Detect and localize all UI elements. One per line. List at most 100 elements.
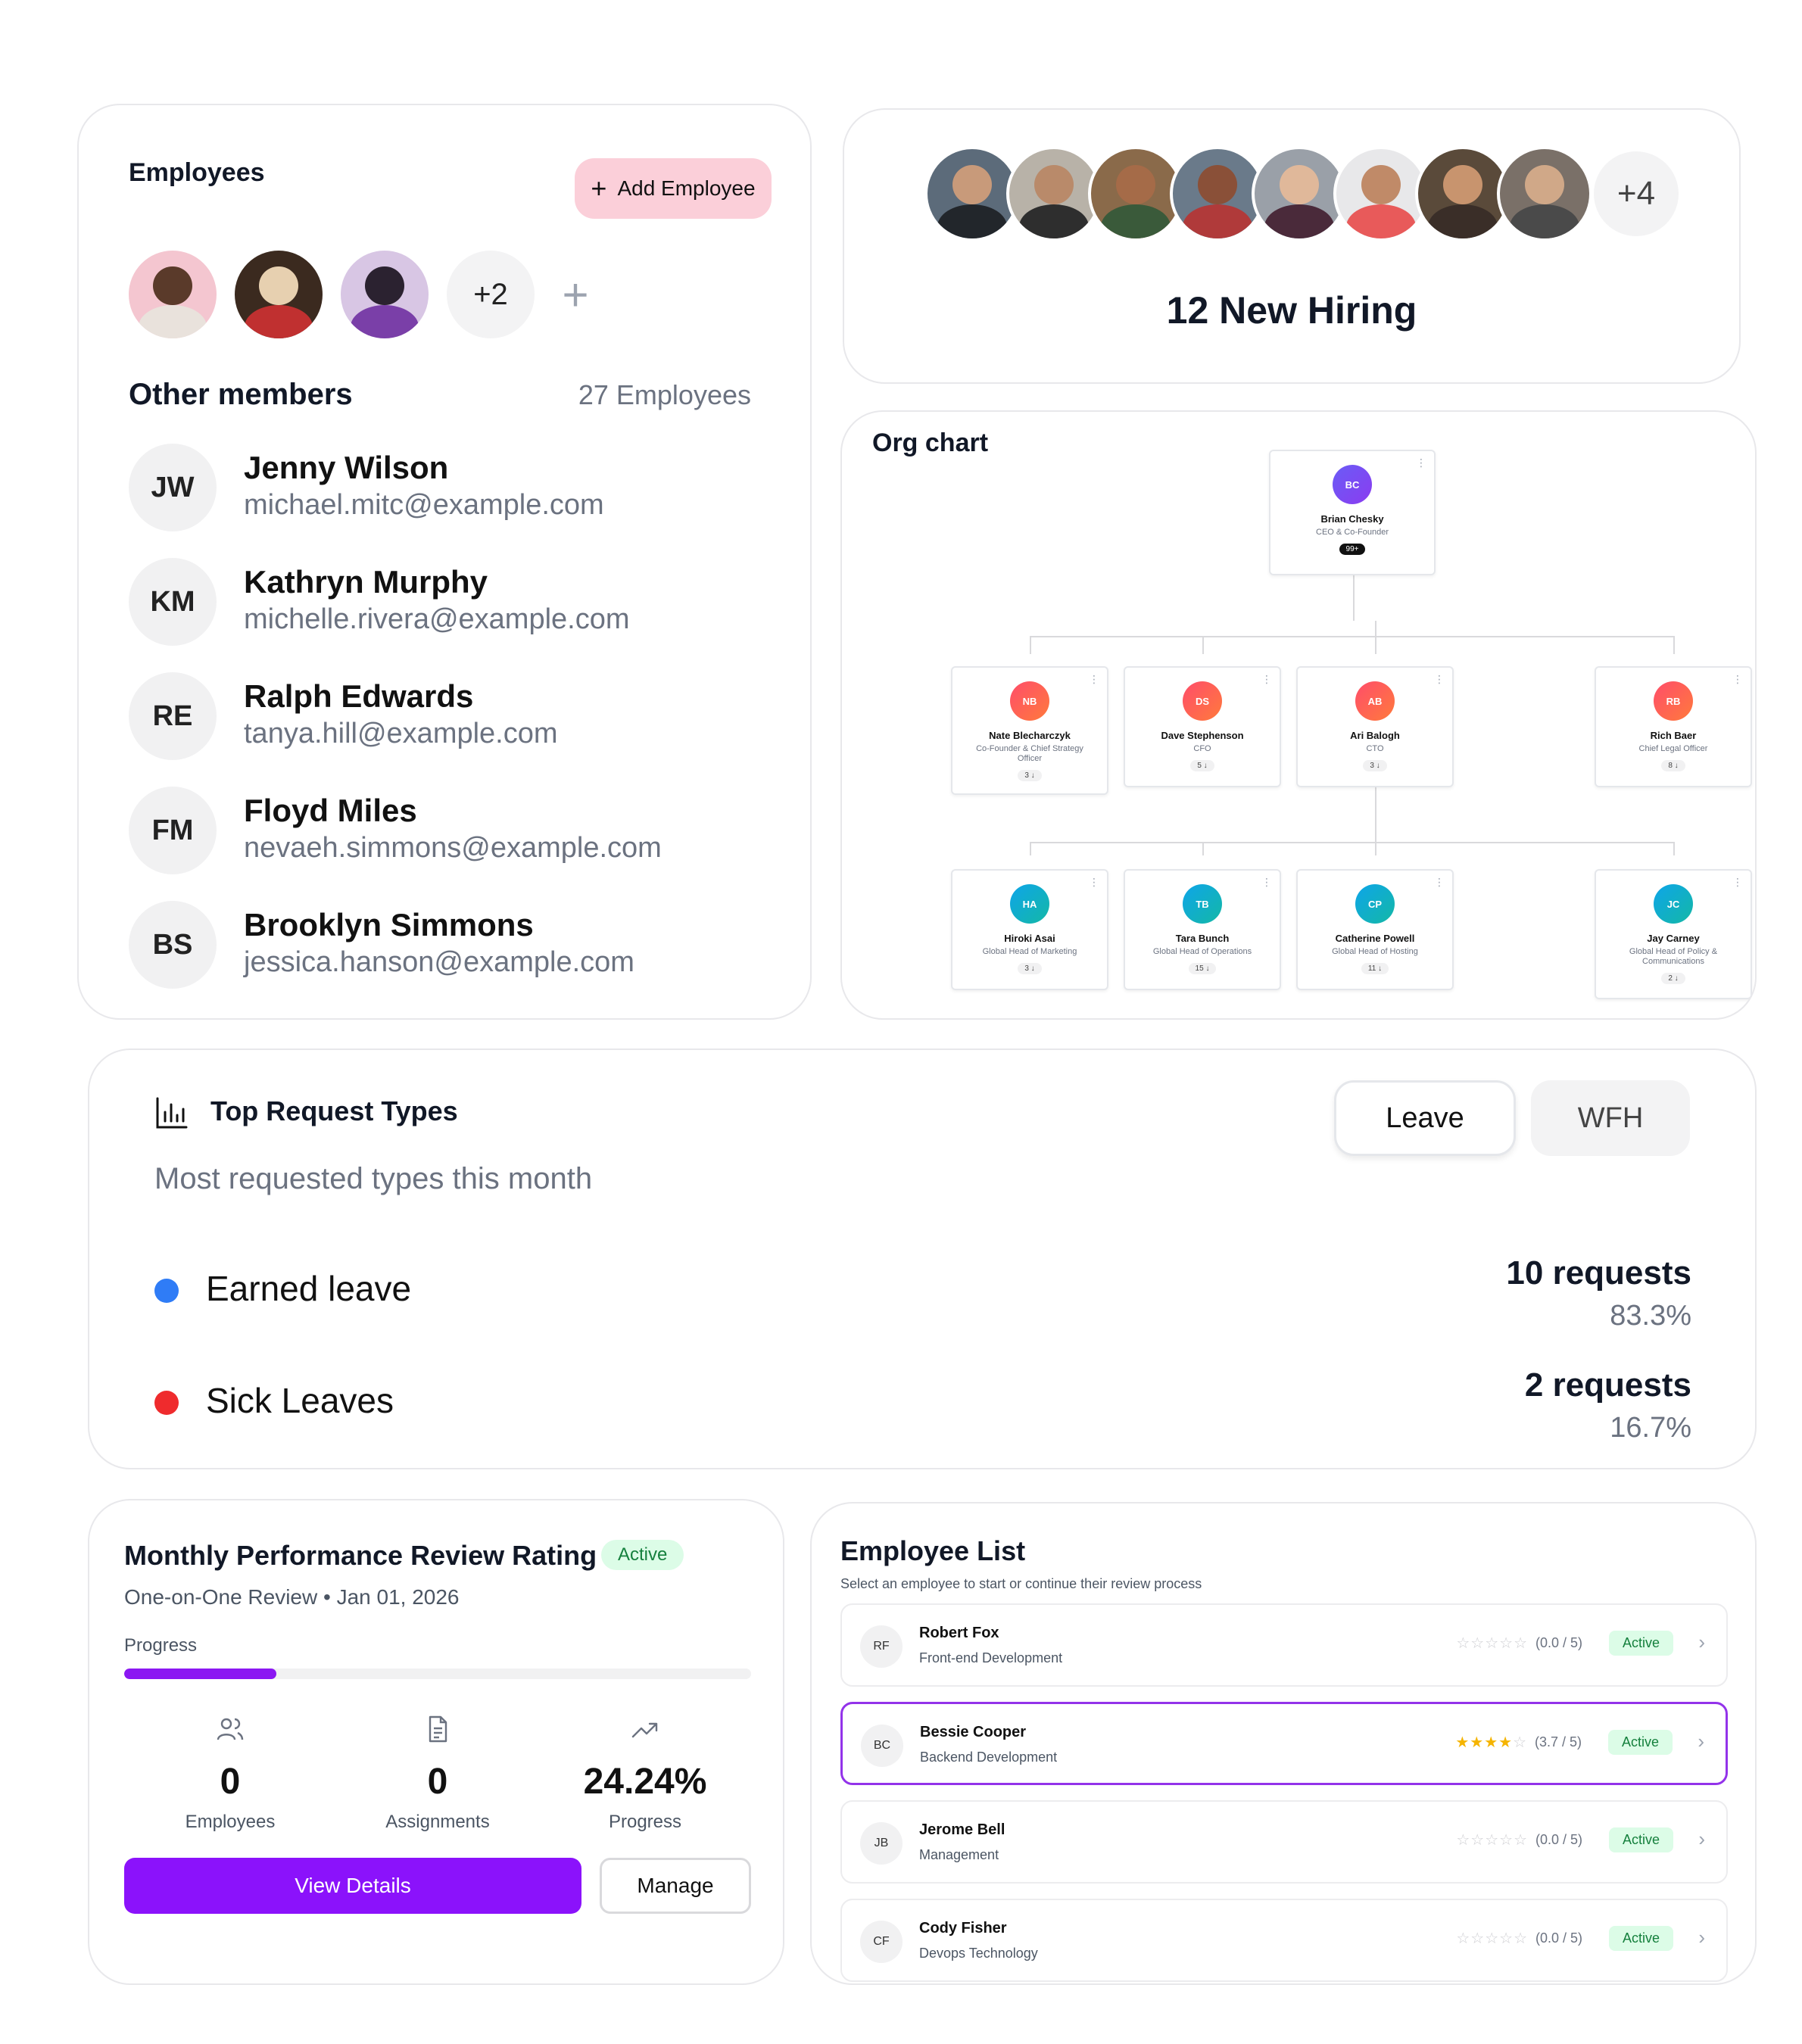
avatar[interactable] <box>1415 146 1510 241</box>
other-members-count: 27 Employees <box>578 379 751 410</box>
employee-row[interactable]: CF Cody Fisher Devops Technology ☆☆☆☆☆ (… <box>840 1899 1728 1982</box>
node-name: Ari Balogh <box>1350 730 1400 741</box>
chevron-right-icon[interactable]: › <box>1698 1631 1705 1653</box>
member-initials: KM <box>129 558 217 646</box>
org-node[interactable]: ⋮ NB Nate Blecharczyk Co-Founder & Chief… <box>951 666 1108 795</box>
rating-value: (0.0 / 5) <box>1535 1832 1582 1847</box>
org-node[interactable]: ⋮ RB Rich Baer Chief Legal Officer 8 ↓ <box>1595 666 1752 787</box>
star-icon: ☆ <box>1456 1930 1471 1947</box>
node-count[interactable]: 8 ↓ <box>1661 760 1685 772</box>
avatar[interactable] <box>1497 146 1592 241</box>
other-members-title: Other members <box>129 378 353 411</box>
chevron-right-icon[interactable]: › <box>1698 1730 1704 1753</box>
more-options-icon[interactable]: ⋮ <box>1732 673 1743 685</box>
chevron-right-icon[interactable]: › <box>1698 1827 1705 1850</box>
avatar[interactable] <box>129 251 217 338</box>
view-details-button[interactable]: View Details <box>124 1858 581 1914</box>
node-initials: AB <box>1355 681 1395 721</box>
star-icon: ★ <box>1470 1734 1485 1751</box>
connector <box>1375 842 1376 855</box>
star-icon: ☆ <box>1513 1734 1527 1751</box>
org-node[interactable]: ⋮ HA Hiroki Asai Global Head of Marketin… <box>951 869 1108 990</box>
more-options-icon[interactable]: ⋮ <box>1416 456 1426 469</box>
connector <box>1375 621 1376 654</box>
rating-value: (3.7 / 5) <box>1534 1734 1582 1750</box>
org-node[interactable]: ⋮ CP Catherine Powell Global Head of Hos… <box>1296 869 1454 990</box>
node-count[interactable]: 3 ↓ <box>1018 770 1042 782</box>
node-role: Global Head of Operations <box>1152 947 1252 956</box>
node-role: CEO & Co-Founder <box>1316 528 1389 537</box>
connector <box>1030 842 1031 855</box>
node-count[interactable]: 5 ↓ <box>1190 760 1214 772</box>
tab-wfh[interactable]: WFH <box>1531 1080 1690 1156</box>
plus-icon: + <box>591 173 607 204</box>
node-count[interactable]: 99+ <box>1339 544 1366 556</box>
org-node[interactable]: ⋮ DS Dave Stephenson CFO 5 ↓ <box>1124 666 1281 787</box>
employee-row[interactable]: JB Jerome Bell Management ☆☆☆☆☆ (0.0 / 5… <box>840 1800 1728 1884</box>
org-node[interactable]: ⋮ AB Ari Balogh CTO 3 ↓ <box>1296 666 1454 787</box>
tab-leave[interactable]: Leave <box>1334 1080 1516 1156</box>
request-label: Sick Leaves <box>206 1381 394 1420</box>
org-node[interactable]: ⋮ JC Jay Carney Global Head of Policy & … <box>1595 869 1752 999</box>
avatar[interactable] <box>341 251 429 338</box>
employee-list-title: Employee List <box>840 1535 1026 1566</box>
more-options-icon[interactable]: ⋮ <box>1732 876 1743 888</box>
member-name: Ralph Edwards <box>244 678 474 714</box>
avatar[interactable] <box>235 251 323 338</box>
node-role: Global Head of Marketing <box>982 947 1077 956</box>
star-icon: ☆ <box>1514 1930 1528 1947</box>
star-icon: ☆ <box>1485 1832 1500 1849</box>
employee-department: Front-end Development <box>919 1650 1063 1665</box>
org-chart-card: Org chart ⋮ BC Brian Chesky CEO & Co-Fou… <box>840 410 1757 1020</box>
node-name: Dave Stephenson <box>1161 730 1244 741</box>
employee-name: Jerome Bell <box>919 1821 1005 1838</box>
star-icon: ☆ <box>1456 1832 1471 1849</box>
node-count[interactable]: 15 ↓ <box>1188 963 1217 975</box>
member-item[interactable]: JW Jenny Wilson michael.mitc@example.com <box>129 444 780 531</box>
avatar[interactable] <box>1333 146 1429 241</box>
avatar[interactable] <box>1088 146 1183 241</box>
node-role: Co-Founder & Chief Strategy Officer <box>976 744 1083 764</box>
org-node-root[interactable]: ⋮ BC Brian Chesky CEO & Co-Founder 99+ <box>1269 450 1436 575</box>
org-node[interactable]: ⋮ TB Tara Bunch Global Head of Operation… <box>1124 869 1281 990</box>
more-options-icon[interactable]: ⋮ <box>1261 876 1272 888</box>
performance-subtitle: One-on-One Review • Jan 01, 2026 <box>124 1585 460 1609</box>
add-avatar-icon[interactable]: + <box>562 269 589 320</box>
node-role: CTO <box>1366 744 1384 753</box>
progress-label: Progress <box>124 1635 198 1656</box>
member-item[interactable]: FM Floyd Miles nevaeh.simmons@example.co… <box>129 787 780 874</box>
request-row: Sick Leaves 2 requests 16.7% <box>154 1366 1691 1457</box>
node-initials: BC <box>1333 465 1372 504</box>
employee-department: Management <box>919 1847 999 1862</box>
add-employee-button[interactable]: + Add Employee <box>575 158 772 219</box>
employee-department: Backend Development <box>920 1750 1058 1765</box>
member-item[interactable]: BS Brooklyn Simmons jessica.hanson@examp… <box>129 901 780 989</box>
connector <box>1202 636 1204 654</box>
avatar[interactable] <box>1170 146 1265 241</box>
more-options-icon[interactable]: ⋮ <box>1261 673 1272 685</box>
member-initials: FM <box>129 787 217 874</box>
users-icon <box>217 1718 244 1740</box>
stat-label: Progress <box>608 1812 682 1832</box>
manage-button[interactable]: Manage <box>600 1858 751 1914</box>
more-options-icon[interactable]: ⋮ <box>1089 876 1099 888</box>
member-item[interactable]: RE Ralph Edwards tanya.hill@example.com <box>129 672 780 760</box>
employee-row[interactable]: RF Robert Fox Front-end Development ☆☆☆☆… <box>840 1603 1728 1687</box>
node-count[interactable]: 2 ↓ <box>1661 973 1685 985</box>
more-options-icon[interactable]: ⋮ <box>1434 673 1445 685</box>
more-options-icon[interactable]: ⋮ <box>1434 876 1445 888</box>
chevron-right-icon[interactable]: › <box>1698 1926 1705 1949</box>
connector <box>1673 842 1675 855</box>
more-options-icon[interactable]: ⋮ <box>1089 673 1099 685</box>
avatar[interactable] <box>924 146 1020 241</box>
request-row: Earned leave 10 requests 83.3% <box>154 1254 1691 1345</box>
node-count[interactable]: 3 ↓ <box>1018 963 1042 975</box>
node-count[interactable]: 11 ↓ <box>1361 963 1389 975</box>
hiring-more-count[interactable]: +4 <box>1594 151 1679 236</box>
node-count[interactable]: 3 ↓ <box>1363 760 1387 772</box>
node-initials: TB <box>1183 884 1222 924</box>
avatars-more-count[interactable]: +2 <box>447 251 535 338</box>
employee-row-selected[interactable]: BC Bessie Cooper Backend Development ★★★… <box>840 1702 1728 1785</box>
member-item[interactable]: KM Kathryn Murphy michelle.rivera@exampl… <box>129 558 780 646</box>
connector <box>1030 636 1675 637</box>
